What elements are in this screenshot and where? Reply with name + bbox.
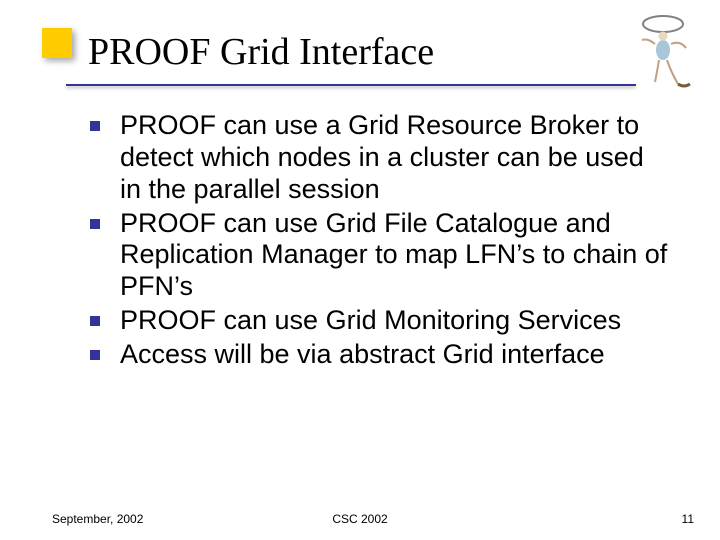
footer: September, 2002 CSC 2002 11 — [0, 506, 720, 528]
list-item: Access will be via abstract Grid interfa… — [88, 339, 672, 371]
slide-title: PROOF Grid Interface — [88, 30, 434, 74]
title-region: PROOF Grid Interface — [42, 24, 610, 94]
footer-center: CSC 2002 — [0, 512, 720, 526]
bullet-text: Access will be via abstract Grid interfa… — [120, 339, 605, 369]
list-item: PROOF can use Grid File Catalogue and Re… — [88, 208, 672, 304]
body-content: PROOF can use a Grid Resource Broker to … — [88, 110, 672, 480]
list-item: PROOF can use Grid Monitoring Services — [88, 305, 672, 337]
bullet-text: PROOF can use Grid Monitoring Services — [120, 305, 621, 335]
accent-square-icon — [42, 28, 72, 58]
corner-logo-icon — [628, 10, 698, 90]
bullet-text: PROOF can use Grid File Catalogue and Re… — [120, 208, 667, 302]
list-item: PROOF can use a Grid Resource Broker to … — [88, 110, 672, 206]
slide: PROOF Grid Interface PROOF can use a Gri… — [0, 0, 720, 540]
bullet-list: PROOF can use a Grid Resource Broker to … — [88, 110, 672, 371]
title-underline — [66, 84, 636, 86]
bullet-text: PROOF can use a Grid Resource Broker to … — [120, 110, 644, 204]
footer-right: 11 — [682, 512, 694, 526]
